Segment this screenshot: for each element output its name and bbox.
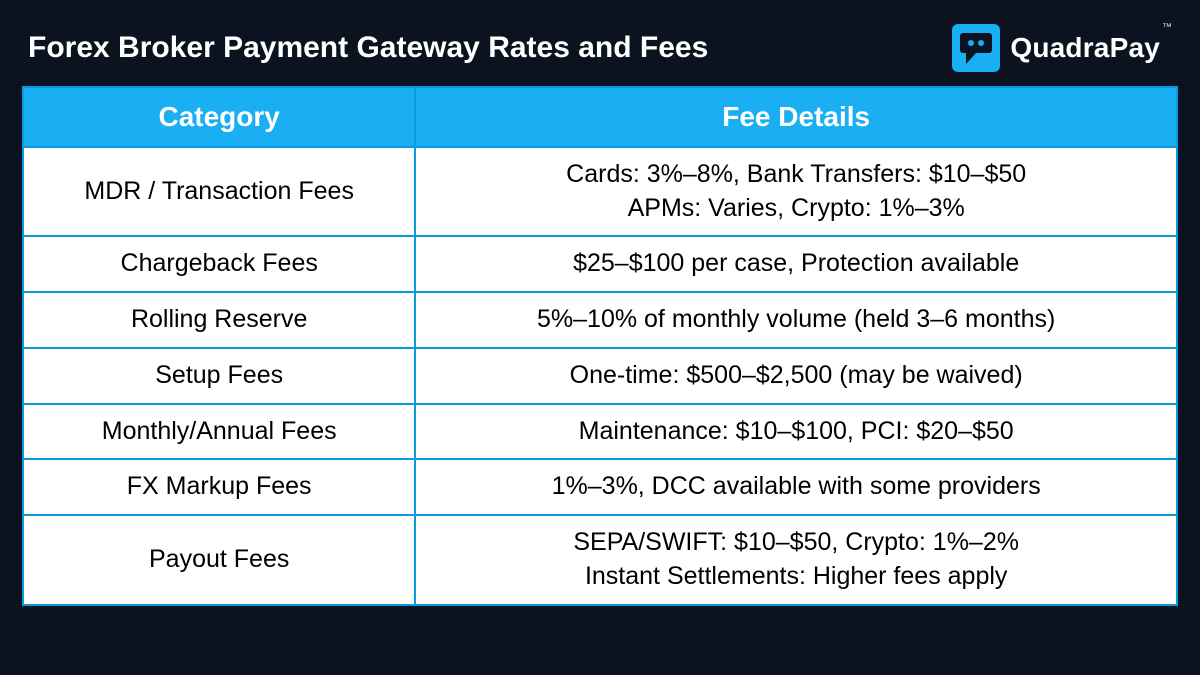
table-row: Payout FeesSEPA/SWIFT: $10–$50, Crypto: … xyxy=(23,515,1177,605)
cell-details: Maintenance: $10–$100, PCI: $20–$50 xyxy=(415,404,1177,460)
cell-details: 5%–10% of monthly volume (held 3–6 month… xyxy=(415,292,1177,348)
col-header-details: Fee Details xyxy=(415,87,1177,147)
table-header-row: Category Fee Details xyxy=(23,87,1177,147)
table-body: MDR / Transaction FeesCards: 3%–8%, Bank… xyxy=(23,147,1177,605)
cell-category: Setup Fees xyxy=(23,348,415,404)
col-header-category: Category xyxy=(23,87,415,147)
brand-trademark: ™ xyxy=(1162,22,1172,33)
brand-block: QuadraPay™ xyxy=(952,24,1172,72)
table-row: Chargeback Fees$25–$100 per case, Protec… xyxy=(23,236,1177,292)
table-row: Rolling Reserve5%–10% of monthly volume … xyxy=(23,292,1177,348)
cell-category: MDR / Transaction Fees xyxy=(23,147,415,237)
cell-category: Chargeback Fees xyxy=(23,236,415,292)
fees-table: Category Fee Details MDR / Transaction F… xyxy=(22,86,1178,606)
cell-category: Payout Fees xyxy=(23,515,415,605)
table-row: FX Markup Fees1%–3%, DCC available with … xyxy=(23,459,1177,515)
table-row: Setup FeesOne-time: $500–$2,500 (may be … xyxy=(23,348,1177,404)
brand-logo-icon xyxy=(952,24,1000,72)
cell-category: Rolling Reserve xyxy=(23,292,415,348)
cell-category: Monthly/Annual Fees xyxy=(23,404,415,460)
cell-details: $25–$100 per case, Protection available xyxy=(415,236,1177,292)
table-head: Category Fee Details xyxy=(23,87,1177,147)
table-row: Monthly/Annual FeesMaintenance: $10–$100… xyxy=(23,404,1177,460)
brand-name: QuadraPay xyxy=(1010,32,1160,63)
table-row: MDR / Transaction FeesCards: 3%–8%, Bank… xyxy=(23,147,1177,237)
cell-details: 1%–3%, DCC available with some providers xyxy=(415,459,1177,515)
cell-details: SEPA/SWIFT: $10–$50, Crypto: 1%–2%Instan… xyxy=(415,515,1177,605)
cell-details: One-time: $500–$2,500 (may be waived) xyxy=(415,348,1177,404)
header-bar: Forex Broker Payment Gateway Rates and F… xyxy=(22,20,1178,86)
cell-details: Cards: 3%–8%, Bank Transfers: $10–$50APM… xyxy=(415,147,1177,237)
page-root: Forex Broker Payment Gateway Rates and F… xyxy=(0,0,1200,675)
page-title: Forex Broker Payment Gateway Rates and F… xyxy=(28,31,708,65)
cell-category: FX Markup Fees xyxy=(23,459,415,515)
brand-name-wrap: QuadraPay™ xyxy=(1010,32,1172,64)
